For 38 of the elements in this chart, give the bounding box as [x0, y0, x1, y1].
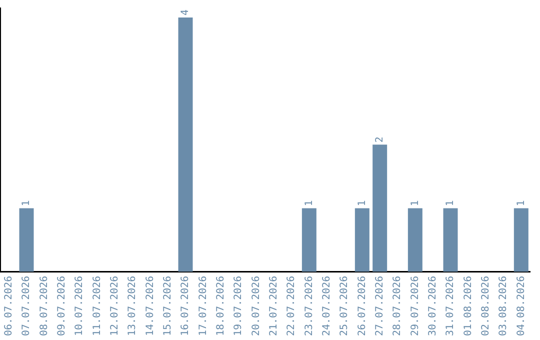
- data-label: 2: [374, 136, 386, 143]
- x-tick-label: 03.08.2026: [498, 276, 510, 336]
- x-tick-label: 29.07.2026: [410, 276, 421, 336]
- x-tick-label: 08.07.2026: [38, 276, 50, 336]
- x-tick-label: 31.07.2026: [445, 276, 456, 336]
- x-tick-label: 13.07.2026: [127, 276, 138, 336]
- x-tick-label: 11.07.2026: [92, 276, 103, 336]
- x-tick-label: 09.07.2026: [56, 276, 68, 336]
- x-tick-label: 30.07.2026: [427, 276, 438, 336]
- x-tick-label: 12.07.2026: [109, 276, 120, 336]
- data-label: 1: [516, 200, 527, 206]
- x-tick-label: 17.07.2026: [198, 276, 209, 336]
- x-tick-label: 10.07.2026: [74, 276, 86, 336]
- x-tick-label: 20.07.2026: [250, 276, 262, 336]
- x-tick-label: 27.07.2026: [374, 276, 386, 336]
- x-tick-label: 15.07.2026: [162, 276, 174, 336]
- x-tick-label: 25.07.2026: [339, 276, 350, 336]
- data-label: 1: [21, 200, 32, 206]
- x-tick-label: 07.07.2026: [21, 276, 32, 336]
- x-tick-label: 28.07.2026: [392, 276, 404, 336]
- data-label: 4: [180, 10, 192, 16]
- x-tick-label: 02.08.2026: [480, 276, 492, 336]
- x-tick-label: 22.07.2026: [286, 276, 298, 336]
- x-tick-label: 18.07.2026: [215, 276, 226, 336]
- data-label: 1: [356, 200, 368, 206]
- x-tick-label: 24.07.2026: [321, 276, 332, 336]
- x-tick-label: 16.07.2026: [180, 276, 192, 336]
- x-tick-label: 01.08.2026: [462, 276, 474, 336]
- data-label: 1: [410, 200, 421, 206]
- x-tick-label: 23.07.2026: [304, 276, 315, 336]
- x-tick-label: 26.07.2026: [356, 276, 368, 336]
- data-label: 1: [445, 200, 456, 206]
- x-tick-label: 14.07.2026: [144, 276, 156, 336]
- x-tick-label: 04.08.2026: [516, 276, 527, 336]
- x-tick-label: 19.07.2026: [233, 276, 244, 336]
- x-tick-label: 06.07.2026: [3, 276, 14, 336]
- data-label: 1: [304, 200, 315, 206]
- x-tick-label: 21.07.2026: [268, 276, 280, 336]
